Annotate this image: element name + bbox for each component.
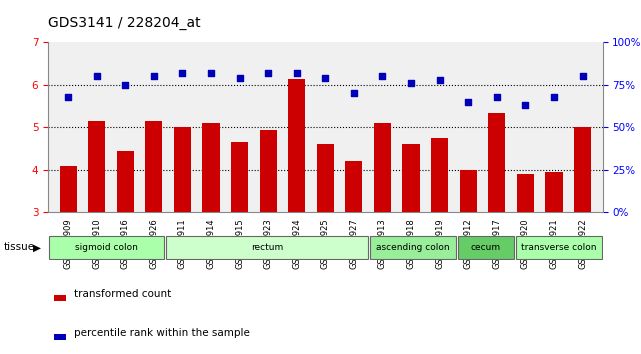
Text: tissue: tissue — [3, 242, 35, 252]
Bar — [174, 127, 191, 212]
Bar — [517, 174, 534, 212]
Point — [378, 74, 388, 79]
FancyBboxPatch shape — [458, 236, 514, 259]
Point — [263, 70, 273, 76]
Text: GDS3141 / 228204_at: GDS3141 / 228204_at — [48, 16, 201, 30]
Point — [492, 94, 502, 100]
Bar — [317, 144, 334, 212]
Bar — [460, 170, 477, 212]
Point — [520, 103, 531, 108]
Text: ascending colon: ascending colon — [376, 243, 450, 252]
FancyBboxPatch shape — [165, 236, 368, 259]
Bar — [545, 172, 563, 212]
Point — [120, 82, 130, 88]
Point — [206, 70, 216, 76]
Point — [63, 94, 73, 100]
Text: rectum: rectum — [251, 243, 283, 252]
Text: sigmoid colon: sigmoid colon — [75, 243, 138, 252]
Point — [92, 74, 102, 79]
Bar — [203, 123, 220, 212]
Bar — [88, 121, 105, 212]
Point — [235, 75, 245, 81]
FancyBboxPatch shape — [49, 236, 164, 259]
Text: ▶: ▶ — [33, 242, 40, 252]
Bar — [374, 123, 391, 212]
Bar — [431, 138, 448, 212]
Point — [578, 74, 588, 79]
Point — [406, 80, 416, 86]
Point — [178, 70, 188, 76]
Point — [435, 77, 445, 83]
Point — [292, 70, 302, 76]
Text: transverse colon: transverse colon — [521, 243, 597, 252]
Point — [320, 75, 330, 81]
Bar — [260, 130, 277, 212]
Point — [463, 99, 473, 105]
Point — [349, 91, 359, 96]
Bar — [574, 127, 591, 212]
Bar — [60, 166, 77, 212]
Bar — [146, 121, 162, 212]
FancyBboxPatch shape — [516, 236, 602, 259]
Bar — [345, 161, 362, 212]
Text: percentile rank within the sample: percentile rank within the sample — [74, 328, 249, 338]
Bar — [117, 151, 134, 212]
Bar — [488, 113, 505, 212]
Bar — [288, 79, 305, 212]
Point — [149, 74, 159, 79]
Bar — [231, 142, 248, 212]
Text: transformed count: transformed count — [74, 289, 171, 299]
Text: cecum: cecum — [470, 243, 501, 252]
Point — [549, 94, 559, 100]
Bar — [403, 144, 420, 212]
FancyBboxPatch shape — [370, 236, 456, 259]
